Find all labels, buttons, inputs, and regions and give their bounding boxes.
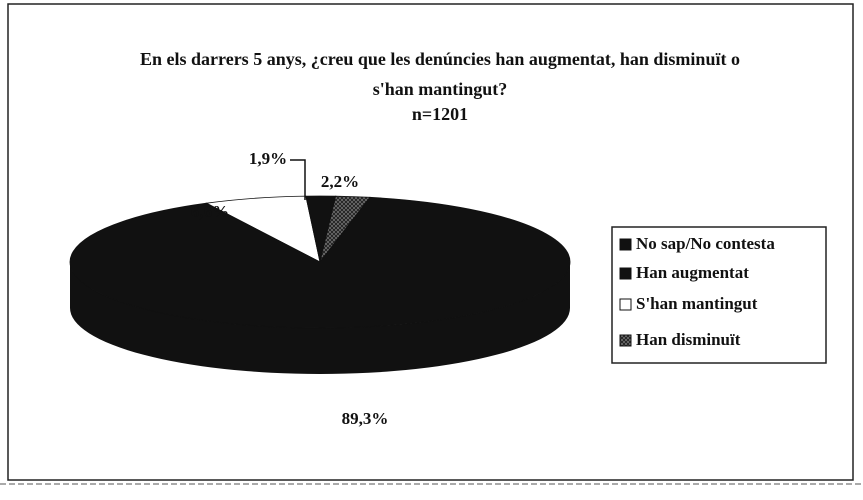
legend-label: S'han mantingut [636, 294, 758, 313]
frame [7, 3, 854, 481]
chart-subtitle: n=1201 [411, 104, 469, 124]
legend-box [611, 226, 827, 364]
legend-label: No sap/No contesta [636, 234, 775, 253]
legend-swatch [619, 298, 632, 311]
legend-swatch [619, 334, 632, 347]
data-label: 1,9% [249, 149, 287, 168]
chart-title: En els darrers 5 anys, ¿creu que les den… [140, 49, 740, 99]
data-label: 2,2% [321, 172, 359, 191]
legend-swatch [619, 238, 632, 251]
data-label: 89,3% [342, 409, 389, 428]
legend-swatch [619, 267, 632, 280]
legend-label: Han disminuït [636, 330, 741, 349]
leader-line [290, 159, 306, 200]
data-label: 6,6% [191, 202, 229, 221]
pie-side [70, 262, 570, 374]
legend-label: Han augmentat [636, 263, 749, 282]
pie-slice [69, 196, 571, 329]
